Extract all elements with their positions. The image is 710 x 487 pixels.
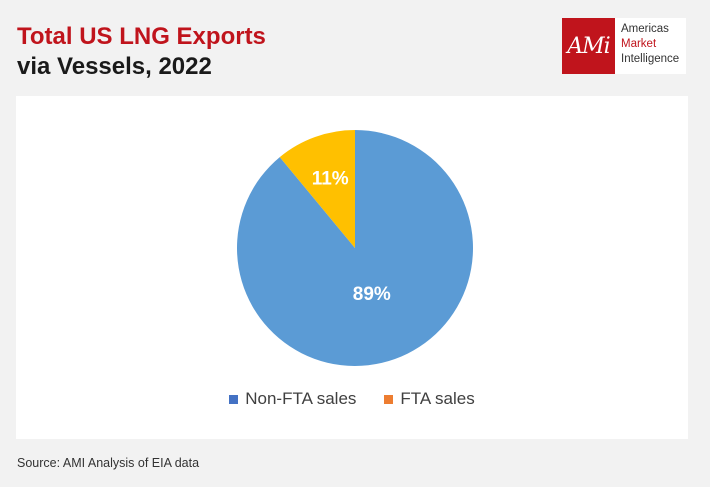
pie-slice-fta-sales bbox=[279, 130, 355, 248]
title-line-2: via Vessels, 2022 bbox=[17, 53, 212, 80]
legend-swatch-non-fta bbox=[229, 394, 239, 404]
logo-line-2: Market bbox=[621, 38, 657, 50]
legend-label-fta: FTA sales bbox=[400, 389, 475, 408]
chart-panel: 89% 11% Non-FTA sales FTA sales bbox=[16, 96, 688, 439]
logo-line-3: Intelligence bbox=[621, 53, 680, 65]
data-label-non-fta-sales: 89% bbox=[353, 284, 391, 305]
legend-label-non-fta: Non-FTA sales bbox=[245, 389, 357, 408]
source-note: Source: AMI Analysis of EIA data bbox=[17, 456, 200, 470]
data-label-fta-sales: 11% bbox=[312, 169, 349, 190]
ami-logo: AMi Americas Market Intelligence bbox=[562, 18, 686, 74]
legend-swatch-fta bbox=[384, 394, 394, 404]
legend-item-non-fta: Non-FTA sales bbox=[229, 389, 356, 409]
chart-title: Total US LNG Exports via Vessels, 2022 bbox=[17, 22, 266, 82]
chart-legend: Non-FTA sales FTA sales bbox=[16, 389, 688, 409]
logo-line-1: Americas bbox=[621, 23, 669, 35]
logo-mark: AMi bbox=[562, 18, 615, 74]
title-line-1: Total US LNG Exports bbox=[17, 23, 266, 50]
pie-chart: 89% 11% bbox=[237, 130, 474, 366]
logo-text: Americas Market Intelligence bbox=[615, 18, 679, 74]
legend-item-fta: FTA sales bbox=[384, 389, 475, 409]
